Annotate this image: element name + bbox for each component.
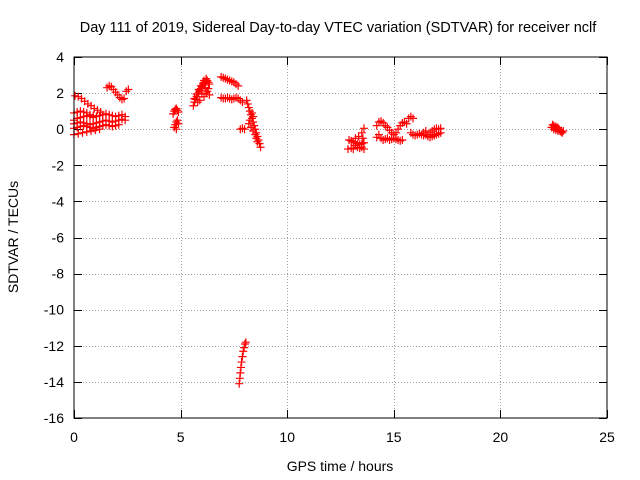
data-point <box>204 84 213 93</box>
data-point <box>105 81 114 90</box>
data-point <box>234 81 243 90</box>
x-tick-label: 5 <box>177 429 185 445</box>
y-axis-label: SDTVAR / TECUs <box>5 181 21 293</box>
data-point <box>117 95 126 104</box>
data-point <box>122 87 131 96</box>
data-point <box>359 124 368 133</box>
data-point <box>237 358 246 367</box>
data-point <box>239 347 248 356</box>
data-point <box>240 343 249 352</box>
data-point <box>256 143 265 152</box>
data-point <box>246 110 255 119</box>
data-point <box>358 134 367 143</box>
data-point <box>394 125 403 134</box>
data-point <box>236 363 245 372</box>
data-point <box>434 125 443 134</box>
data-point <box>419 128 428 137</box>
data-point <box>240 339 249 348</box>
y-tick-label: -8 <box>52 266 65 282</box>
grid <box>74 57 607 418</box>
y-tick-label: -10 <box>44 302 64 318</box>
x-tick-label: 15 <box>386 429 402 445</box>
x-tick-label: 0 <box>70 429 78 445</box>
data-point <box>238 98 247 107</box>
data-point <box>193 98 202 107</box>
data-point <box>406 112 415 121</box>
y-tick-label: 0 <box>56 121 64 137</box>
data-point <box>351 134 360 143</box>
data-point <box>243 99 252 108</box>
y-tick-label: -4 <box>52 193 65 209</box>
data-point <box>238 124 247 133</box>
data-point <box>238 352 247 361</box>
data-point <box>91 126 100 135</box>
data-point <box>173 106 182 115</box>
data-point <box>197 90 206 99</box>
y-tick-label: 2 <box>56 85 64 101</box>
data-point <box>202 89 211 98</box>
data-point <box>244 103 253 112</box>
y-tick-label: -12 <box>44 338 64 354</box>
data-point <box>253 137 262 146</box>
data-point <box>241 338 250 347</box>
y-tick-label: -14 <box>44 374 64 390</box>
data-point <box>174 108 183 117</box>
data-point <box>398 136 407 145</box>
data-point <box>173 116 182 125</box>
data-point <box>234 94 243 103</box>
data-point <box>78 128 87 137</box>
data-point <box>349 145 358 154</box>
data-point <box>202 74 211 83</box>
data-point <box>359 145 368 154</box>
data-point <box>82 127 91 136</box>
y-tick-label: -6 <box>52 230 65 246</box>
data-point <box>374 117 383 126</box>
data-point <box>558 128 567 137</box>
data-point <box>174 119 183 128</box>
data-point <box>400 117 409 126</box>
x-axis-label: GPS time / hours <box>287 458 394 474</box>
data-point <box>389 130 398 139</box>
data-point <box>252 134 261 143</box>
y-tick-label: -2 <box>52 157 65 173</box>
data-point <box>436 124 445 133</box>
data-point <box>235 379 244 388</box>
data-point <box>236 368 245 377</box>
data-point <box>87 127 96 136</box>
data-point <box>114 120 123 129</box>
y-tick-label: -16 <box>44 410 64 426</box>
data-point <box>248 108 257 117</box>
data-point <box>385 136 394 145</box>
x-tick-label: 20 <box>493 429 509 445</box>
data-point <box>227 95 236 104</box>
chart-title: Day 111 of 2019, Sidereal Day-to-day VTE… <box>80 20 598 36</box>
data-points <box>70 72 568 388</box>
data-point <box>121 116 130 125</box>
data-point <box>377 117 386 126</box>
x-tick-label: 10 <box>279 429 295 445</box>
data-point <box>553 127 562 136</box>
y-tick-label: 4 <box>56 49 64 65</box>
data-point <box>251 130 260 139</box>
data-point <box>189 101 198 110</box>
data-point <box>357 128 366 137</box>
x-tick-label: 25 <box>599 429 615 445</box>
data-point <box>124 85 133 94</box>
data-point <box>408 114 417 123</box>
axis-ticks <box>74 57 608 419</box>
plot-frame <box>73 56 608 419</box>
data-point <box>95 125 104 134</box>
data-point <box>223 93 232 102</box>
data-point <box>249 112 258 121</box>
data-point <box>74 129 83 138</box>
data-point <box>402 119 411 128</box>
data-point <box>205 80 214 89</box>
data-point <box>120 94 129 103</box>
data-point <box>172 125 181 134</box>
data-point <box>242 96 251 105</box>
data-point <box>103 83 112 92</box>
data-point <box>240 125 249 134</box>
